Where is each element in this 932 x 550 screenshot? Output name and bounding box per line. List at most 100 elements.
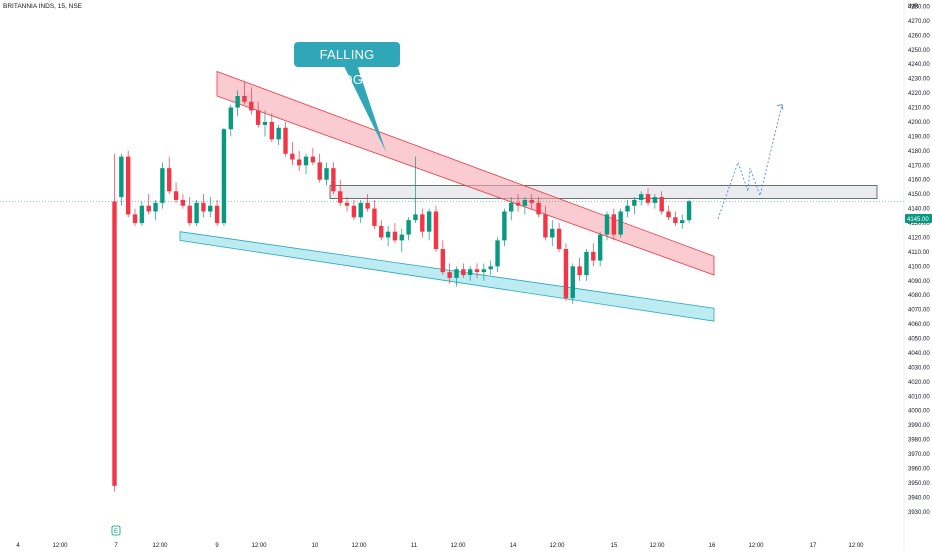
y-tick-label: 3940.00 xyxy=(908,495,930,501)
x-tick-label: 17 xyxy=(810,543,817,549)
candle-body xyxy=(194,202,199,224)
candle-body xyxy=(652,197,658,203)
price-axis: 4280.00 4270.00 4260.00 4250.00 4240.00 4230.… xyxy=(908,5,930,516)
x-tick-label: 7 xyxy=(114,543,118,549)
candle-body xyxy=(632,199,637,206)
candle-body xyxy=(420,214,425,232)
candles xyxy=(112,81,692,492)
y-tick-label: 4100.00 xyxy=(908,264,930,270)
candle-body xyxy=(686,201,692,221)
candle-body xyxy=(597,234,603,261)
y-tick-label: 3930.00 xyxy=(908,510,930,516)
wedge-lower-band[interactable] xyxy=(179,231,715,322)
candle-body xyxy=(119,156,124,198)
candle-body xyxy=(187,205,192,224)
x-tick-label: 15 xyxy=(611,543,618,549)
candle-body xyxy=(495,240,500,267)
y-tick-label: 4150.00 xyxy=(908,192,930,198)
y-tick-label: 4200.00 xyxy=(908,120,930,126)
x-tick-label: 12:00 xyxy=(649,543,665,549)
y-tick-label: 4120.00 xyxy=(908,235,930,241)
y-tick-label: 4260.00 xyxy=(908,33,930,39)
y-tick-label: 4060.00 xyxy=(908,322,930,328)
candle-body xyxy=(167,168,172,192)
candle-body xyxy=(625,205,630,212)
x-tick-label: 11 xyxy=(411,543,418,549)
x-tick-label: 12:00 xyxy=(52,543,68,549)
y-tick-label: 4070.00 xyxy=(908,308,930,314)
y-tick-label: 4170.00 xyxy=(908,163,930,169)
candle-body xyxy=(591,251,596,261)
x-tick-label: 4 xyxy=(16,543,20,549)
x-tick-label: 12:00 xyxy=(748,543,764,549)
candle-body xyxy=(379,225,384,238)
event-marker[interactable]: E xyxy=(111,525,121,536)
candle-body xyxy=(358,202,363,218)
projection-path[interactable] xyxy=(717,104,783,219)
candle-body xyxy=(365,202,370,209)
y-tick-label: 4250.00 xyxy=(908,48,930,54)
candle-body xyxy=(502,211,507,241)
candle-body xyxy=(372,208,377,226)
candle-body xyxy=(645,194,651,203)
candle-body xyxy=(153,202,158,212)
candle-body xyxy=(570,266,575,299)
candle-body xyxy=(132,214,138,224)
y-tick-label: 3980.00 xyxy=(908,438,930,444)
candle-body xyxy=(399,234,404,241)
x-tick-label: 12:00 xyxy=(251,543,267,549)
callout-pointer xyxy=(342,62,386,152)
y-tick-label: 4090.00 xyxy=(908,279,930,285)
y-tick-label: 3990.00 xyxy=(908,423,930,429)
candle-body xyxy=(317,162,322,180)
x-tick-label: 10 xyxy=(312,543,319,549)
candle-body xyxy=(146,205,151,212)
y-tick-label: 4030.00 xyxy=(908,365,930,371)
y-tick-label: 3970.00 xyxy=(908,452,930,458)
candle-body xyxy=(262,121,268,125)
y-tick-label: 4040.00 xyxy=(908,351,930,357)
candle-body xyxy=(201,202,206,212)
candle-body xyxy=(125,156,131,215)
candle-body xyxy=(112,201,117,486)
candle-body xyxy=(440,249,446,273)
y-tick-label: 4190.00 xyxy=(908,134,930,140)
x-tick-label: 12:00 xyxy=(351,543,367,549)
candle-body xyxy=(454,269,459,278)
candle-body xyxy=(276,127,281,140)
projection-arrowhead xyxy=(776,104,784,110)
y-tick-label: 4180.00 xyxy=(908,149,930,155)
y-tick-label: 4110.00 xyxy=(908,250,930,256)
wedge-upper-band[interactable] xyxy=(216,70,715,276)
candle-body xyxy=(344,202,350,206)
falling-wedge-callout[interactable]: FALLING WEDGE xyxy=(294,42,400,87)
x-tick-label: 9 xyxy=(215,543,219,549)
candle-body xyxy=(255,110,261,125)
candle-body xyxy=(509,202,514,212)
candle-body xyxy=(426,211,432,232)
y-tick-label: 4280.00 xyxy=(908,5,930,11)
candle-body xyxy=(139,205,145,224)
symbol-title: BRITANNIA INDS, 15, NSE xyxy=(3,3,82,10)
candle-body xyxy=(269,121,275,140)
resistance-zone[interactable] xyxy=(329,185,878,199)
y-tick-label: 4050.00 xyxy=(908,337,930,343)
candle-body xyxy=(160,168,165,203)
candle-body xyxy=(577,266,582,276)
candle-body xyxy=(680,220,685,224)
candle-body xyxy=(351,205,357,218)
y-tick-label: 4220.00 xyxy=(908,91,930,97)
candle-body xyxy=(467,269,473,276)
x-tick-label: 16 xyxy=(709,543,716,549)
candle-body xyxy=(338,191,343,203)
candle-body xyxy=(461,269,466,276)
last-price-badge xyxy=(905,214,932,223)
x-tick-label: 14 xyxy=(510,543,517,549)
currency-label: INR xyxy=(908,4,919,10)
y-tick-label: 4270.00 xyxy=(908,19,930,25)
candle-body xyxy=(385,231,391,238)
candle-body xyxy=(536,202,541,215)
candle-body xyxy=(563,249,569,299)
candle-body xyxy=(659,197,664,212)
